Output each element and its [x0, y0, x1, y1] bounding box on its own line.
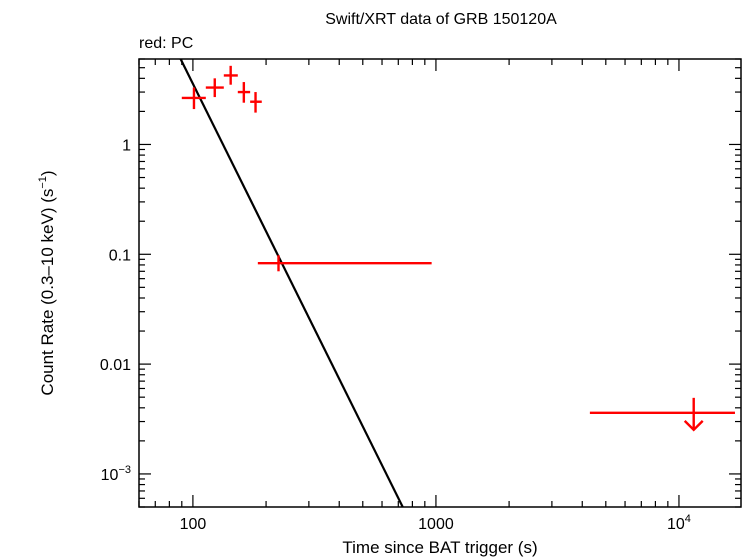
chart-subtitle: red: PC [139, 35, 193, 52]
plot-frame [138, 58, 742, 508]
x-axis-label: Time since BAT trigger (s) [342, 538, 537, 557]
y-tick-label: 10−3 [101, 464, 131, 484]
data-series [181, 65, 735, 432]
model-fit [179, 58, 404, 508]
data-point [205, 78, 224, 98]
y-axis: 1 0.1 0.01 10−3 [100, 58, 741, 508]
x-tick-label: 104 [667, 513, 691, 533]
y-axis-label: Count Rate (0.3–10 keV) (s−1) [37, 170, 57, 395]
down-arrow-icon [683, 419, 704, 432]
x-tick-label: 100 [180, 516, 207, 533]
x-axis: 100 1000 104 [138, 59, 691, 533]
upper-limit [589, 397, 735, 432]
y-tick-label: 0.1 [109, 247, 131, 264]
data-point [257, 255, 432, 272]
data-point [237, 82, 251, 103]
chart-title: Swift/XRT data of GRB 150120A [325, 11, 557, 28]
data-point [223, 65, 238, 85]
data-point [250, 92, 262, 113]
model-line [179, 58, 404, 508]
y-tick-label: 0.01 [100, 357, 131, 374]
y-tick-label: 1 [122, 137, 131, 154]
x-tick-label: 1000 [418, 516, 454, 533]
data-point [181, 87, 206, 110]
